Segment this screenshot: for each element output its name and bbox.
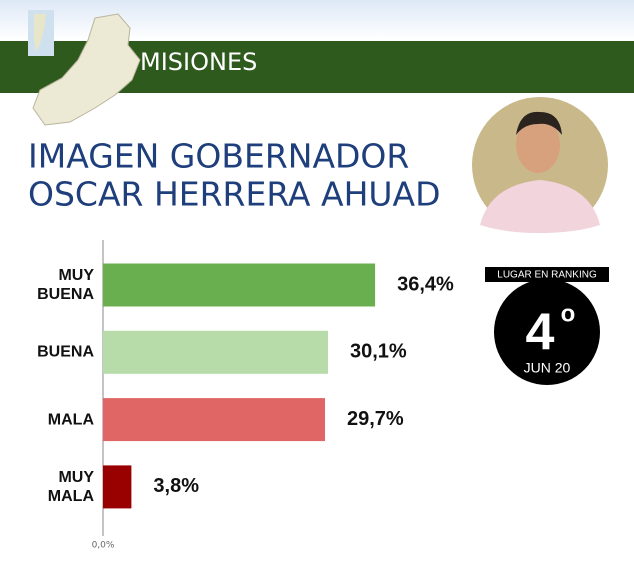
ranking-label-box bbox=[485, 267, 609, 282]
category-label: BUENA bbox=[37, 343, 94, 361]
bar bbox=[103, 330, 328, 374]
category-label: MUY MALA bbox=[47, 468, 94, 505]
ranking-ordinal: o bbox=[561, 300, 576, 327]
bar bbox=[103, 465, 132, 509]
region-name: MISIONES bbox=[140, 48, 257, 76]
category-label: MALA bbox=[47, 411, 94, 429]
title-line: IMAGEN GOBERNADOR bbox=[28, 137, 409, 176]
ranking-number: 4 bbox=[526, 304, 555, 362]
map bbox=[32, 13, 141, 126]
x-tick-label: 0,0% bbox=[92, 541, 115, 551]
bar bbox=[103, 398, 326, 442]
photo-face bbox=[516, 117, 560, 173]
category-label: MUY BUENA bbox=[37, 267, 94, 303]
value-label: 36,4% bbox=[397, 273, 454, 295]
country-shape bbox=[34, 14, 46, 52]
value-label: 3,8% bbox=[153, 475, 199, 497]
bar bbox=[103, 263, 376, 307]
ranking-label: LUGAR EN RANKING bbox=[497, 270, 597, 281]
ranking-circle bbox=[494, 279, 600, 385]
photo-hair bbox=[516, 111, 562, 135]
photo-shirt bbox=[480, 180, 600, 233]
ranking-date: JUN 20 bbox=[524, 360, 571, 376]
value-label: 29,7% bbox=[347, 408, 404, 430]
title-line: OSCAR HERRERA AHUAD bbox=[28, 175, 441, 214]
value-label: 30,1% bbox=[350, 341, 407, 363]
